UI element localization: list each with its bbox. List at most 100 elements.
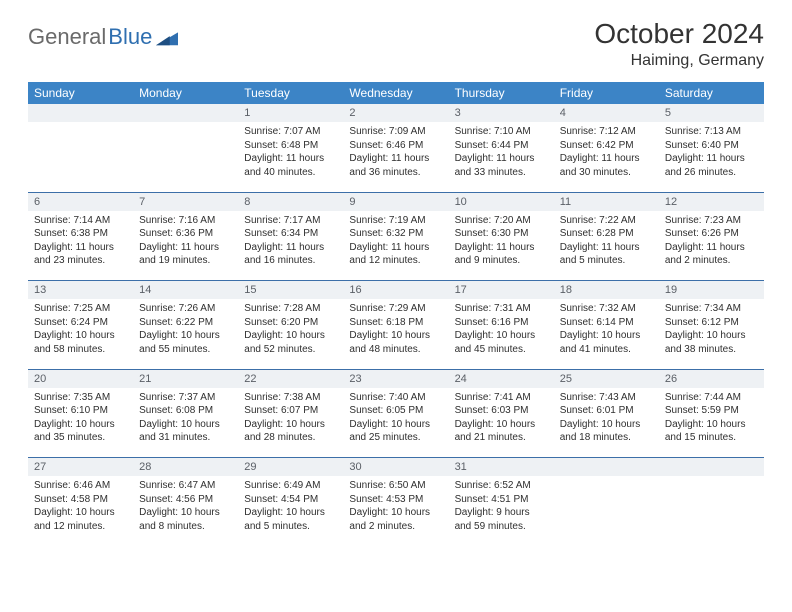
day-details: Sunrise: 6:50 AMSunset: 4:53 PMDaylight:… xyxy=(343,476,448,539)
daylight-text: Daylight: 10 hours and 28 minutes. xyxy=(244,418,337,445)
sunrise-text: Sunrise: 7:26 AM xyxy=(139,302,232,316)
sunset-text: Sunset: 6:07 PM xyxy=(244,404,337,418)
calendar-day-cell: 26Sunrise: 7:44 AMSunset: 5:59 PMDayligh… xyxy=(659,370,764,458)
daylight-text: Daylight: 10 hours and 12 minutes. xyxy=(34,506,127,533)
day-details: Sunrise: 7:10 AMSunset: 6:44 PMDaylight:… xyxy=(449,122,554,185)
daylight-text: Daylight: 11 hours and 30 minutes. xyxy=(560,152,653,179)
sunrise-text: Sunrise: 7:25 AM xyxy=(34,302,127,316)
daylight-text: Daylight: 9 hours and 59 minutes. xyxy=(455,506,548,533)
day-number: 1 xyxy=(238,104,343,122)
sunrise-text: Sunrise: 6:49 AM xyxy=(244,479,337,493)
day-number: 9 xyxy=(343,193,448,211)
calendar-day-cell: 30Sunrise: 6:50 AMSunset: 4:53 PMDayligh… xyxy=(343,458,448,546)
sunset-text: Sunset: 6:38 PM xyxy=(34,227,127,241)
day-number: 2 xyxy=(343,104,448,122)
calendar-day-cell: 11Sunrise: 7:22 AMSunset: 6:28 PMDayligh… xyxy=(554,193,659,281)
sunrise-text: Sunrise: 7:10 AM xyxy=(455,125,548,139)
daylight-text: Daylight: 11 hours and 16 minutes. xyxy=(244,241,337,268)
sunset-text: Sunset: 6:42 PM xyxy=(560,139,653,153)
day-number: 28 xyxy=(133,458,238,476)
sunset-text: Sunset: 6:08 PM xyxy=(139,404,232,418)
day-number: 8 xyxy=(238,193,343,211)
logo-text-general: General xyxy=(28,24,106,50)
calendar-day-cell: 17Sunrise: 7:31 AMSunset: 6:16 PMDayligh… xyxy=(449,281,554,369)
daylight-text: Daylight: 10 hours and 38 minutes. xyxy=(665,329,758,356)
sunrise-text: Sunrise: 7:09 AM xyxy=(349,125,442,139)
calendar-day-cell xyxy=(28,104,133,192)
sunrise-text: Sunrise: 6:47 AM xyxy=(139,479,232,493)
sunset-text: Sunset: 4:54 PM xyxy=(244,493,337,507)
sunrise-text: Sunrise: 7:22 AM xyxy=(560,214,653,228)
daylight-text: Daylight: 10 hours and 18 minutes. xyxy=(560,418,653,445)
day-details: Sunrise: 7:17 AMSunset: 6:34 PMDaylight:… xyxy=(238,211,343,274)
daylight-text: Daylight: 10 hours and 21 minutes. xyxy=(455,418,548,445)
day-number xyxy=(28,104,133,122)
daylight-text: Daylight: 10 hours and 48 minutes. xyxy=(349,329,442,356)
day-details: Sunrise: 6:49 AMSunset: 4:54 PMDaylight:… xyxy=(238,476,343,539)
day-number: 7 xyxy=(133,193,238,211)
month-title: October 2024 xyxy=(594,18,764,50)
day-number: 29 xyxy=(238,458,343,476)
daylight-text: Daylight: 10 hours and 15 minutes. xyxy=(665,418,758,445)
day-number: 6 xyxy=(28,193,133,211)
sunrise-text: Sunrise: 7:38 AM xyxy=(244,391,337,405)
day-details: Sunrise: 7:40 AMSunset: 6:05 PMDaylight:… xyxy=(343,388,448,451)
sunset-text: Sunset: 6:05 PM xyxy=(349,404,442,418)
day-details: Sunrise: 7:41 AMSunset: 6:03 PMDaylight:… xyxy=(449,388,554,451)
day-number: 25 xyxy=(554,370,659,388)
sunset-text: Sunset: 6:34 PM xyxy=(244,227,337,241)
day-details: Sunrise: 7:13 AMSunset: 6:40 PMDaylight:… xyxy=(659,122,764,185)
calendar-day-cell: 13Sunrise: 7:25 AMSunset: 6:24 PMDayligh… xyxy=(28,281,133,369)
day-details: Sunrise: 7:35 AMSunset: 6:10 PMDaylight:… xyxy=(28,388,133,451)
calendar-day-cell: 31Sunrise: 6:52 AMSunset: 4:51 PMDayligh… xyxy=(449,458,554,546)
weekday-header: Saturday xyxy=(659,82,764,104)
day-number: 30 xyxy=(343,458,448,476)
weekday-header: Sunday xyxy=(28,82,133,104)
sunrise-text: Sunrise: 7:40 AM xyxy=(349,391,442,405)
calendar-week-row: 20Sunrise: 7:35 AMSunset: 6:10 PMDayligh… xyxy=(28,370,764,458)
sunset-text: Sunset: 6:28 PM xyxy=(560,227,653,241)
day-details: Sunrise: 7:16 AMSunset: 6:36 PMDaylight:… xyxy=(133,211,238,274)
day-details: Sunrise: 6:46 AMSunset: 4:58 PMDaylight:… xyxy=(28,476,133,539)
day-number: 3 xyxy=(449,104,554,122)
sunrise-text: Sunrise: 7:17 AM xyxy=(244,214,337,228)
page-header: GeneralBlue October 2024 Haiming, German… xyxy=(28,18,764,70)
calendar-table: SundayMondayTuesdayWednesdayThursdayFrid… xyxy=(28,82,764,546)
weekday-header: Friday xyxy=(554,82,659,104)
day-details: Sunrise: 7:19 AMSunset: 6:32 PMDaylight:… xyxy=(343,211,448,274)
title-block: October 2024 Haiming, Germany xyxy=(594,18,764,70)
daylight-text: Daylight: 11 hours and 12 minutes. xyxy=(349,241,442,268)
brand-logo: GeneralBlue xyxy=(28,18,178,50)
day-details: Sunrise: 7:23 AMSunset: 6:26 PMDaylight:… xyxy=(659,211,764,274)
sunset-text: Sunset: 6:14 PM xyxy=(560,316,653,330)
calendar-day-cell xyxy=(659,458,764,546)
calendar-day-cell: 21Sunrise: 7:37 AMSunset: 6:08 PMDayligh… xyxy=(133,370,238,458)
sunrise-text: Sunrise: 7:41 AM xyxy=(455,391,548,405)
day-number: 4 xyxy=(554,104,659,122)
day-details: Sunrise: 7:34 AMSunset: 6:12 PMDaylight:… xyxy=(659,299,764,362)
sunrise-text: Sunrise: 7:23 AM xyxy=(665,214,758,228)
daylight-text: Daylight: 10 hours and 52 minutes. xyxy=(244,329,337,356)
daylight-text: Daylight: 10 hours and 41 minutes. xyxy=(560,329,653,356)
sunrise-text: Sunrise: 7:43 AM xyxy=(560,391,653,405)
calendar-day-cell: 1Sunrise: 7:07 AMSunset: 6:48 PMDaylight… xyxy=(238,104,343,192)
sunset-text: Sunset: 4:51 PM xyxy=(455,493,548,507)
day-details: Sunrise: 7:14 AMSunset: 6:38 PMDaylight:… xyxy=(28,211,133,274)
day-details: Sunrise: 7:31 AMSunset: 6:16 PMDaylight:… xyxy=(449,299,554,362)
day-details: Sunrise: 7:25 AMSunset: 6:24 PMDaylight:… xyxy=(28,299,133,362)
sunrise-text: Sunrise: 7:31 AM xyxy=(455,302,548,316)
daylight-text: Daylight: 10 hours and 58 minutes. xyxy=(34,329,127,356)
sunrise-text: Sunrise: 7:12 AM xyxy=(560,125,653,139)
calendar-day-cell: 15Sunrise: 7:28 AMSunset: 6:20 PMDayligh… xyxy=(238,281,343,369)
weekday-header: Wednesday xyxy=(343,82,448,104)
sunrise-text: Sunrise: 7:14 AM xyxy=(34,214,127,228)
day-details: Sunrise: 7:37 AMSunset: 6:08 PMDaylight:… xyxy=(133,388,238,451)
weekday-header: Tuesday xyxy=(238,82,343,104)
calendar-day-cell: 3Sunrise: 7:10 AMSunset: 6:44 PMDaylight… xyxy=(449,104,554,192)
calendar-day-cell: 27Sunrise: 6:46 AMSunset: 4:58 PMDayligh… xyxy=(28,458,133,546)
sunrise-text: Sunrise: 7:19 AM xyxy=(349,214,442,228)
day-number: 14 xyxy=(133,281,238,299)
daylight-text: Daylight: 10 hours and 8 minutes. xyxy=(139,506,232,533)
day-details: Sunrise: 7:12 AMSunset: 6:42 PMDaylight:… xyxy=(554,122,659,185)
day-number: 24 xyxy=(449,370,554,388)
